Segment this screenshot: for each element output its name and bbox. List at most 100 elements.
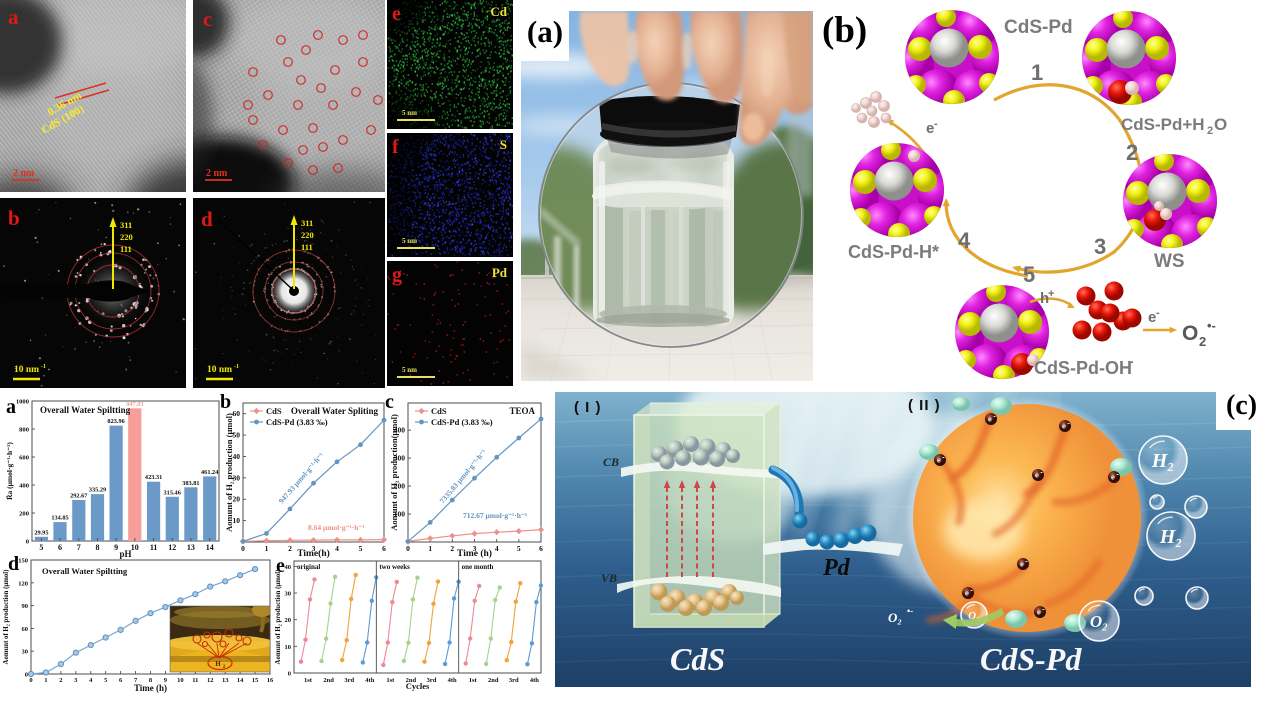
svg-text:e: e bbox=[1020, 562, 1024, 569]
svg-text:335.29: 335.29 bbox=[89, 487, 106, 494]
svg-text:CdS-Pd (3.83 ‰): CdS-Pd (3.83 ‰) bbox=[431, 417, 493, 427]
svg-text:292.67: 292.67 bbox=[70, 493, 87, 500]
svg-text:two weeks: two weeks bbox=[379, 563, 410, 571]
svg-text:e: e bbox=[276, 555, 285, 577]
svg-text:800: 800 bbox=[19, 427, 30, 434]
svg-text:30: 30 bbox=[285, 591, 292, 598]
svg-text:2: 2 bbox=[1199, 334, 1206, 349]
svg-text:3rd: 3rd bbox=[427, 677, 437, 684]
svg-text:( I ): ( I ) bbox=[574, 399, 602, 416]
svg-text:Aomunt of H₂ production(μmol): Aomunt of H₂ production(μmol) bbox=[389, 414, 399, 531]
svg-text:9: 9 bbox=[114, 543, 118, 552]
svg-text:CdS-Pd: CdS-Pd bbox=[980, 641, 1082, 677]
svg-text:311: 311 bbox=[301, 218, 313, 228]
svg-text:40: 40 bbox=[233, 452, 241, 461]
svg-text:CdS-Pd-OH: CdS-Pd-OH bbox=[1034, 358, 1132, 378]
svg-text:120: 120 bbox=[18, 580, 28, 587]
svg-text:e: e bbox=[392, 3, 401, 25]
svg-text:947.93: 947.93 bbox=[126, 401, 143, 408]
svg-text:Time(h): Time(h) bbox=[297, 548, 330, 559]
svg-text:461.24: 461.24 bbox=[201, 469, 219, 476]
svg-text:2: 2 bbox=[288, 544, 292, 553]
svg-text:5: 5 bbox=[39, 543, 43, 552]
svg-text:4th: 4th bbox=[365, 677, 374, 684]
svg-text:-: - bbox=[1129, 353, 1134, 369]
svg-text:5: 5 bbox=[517, 544, 521, 553]
svg-text:CdS-Pd-H*: CdS-Pd-H* bbox=[848, 242, 939, 262]
svg-text:CdS-Pd: CdS-Pd bbox=[1004, 17, 1073, 38]
svg-text:O: O bbox=[1182, 322, 1198, 345]
svg-text:60: 60 bbox=[22, 626, 29, 633]
svg-text:7: 7 bbox=[134, 677, 138, 684]
svg-text:2: 2 bbox=[59, 677, 62, 684]
svg-text:8: 8 bbox=[96, 543, 100, 552]
svg-text:30: 30 bbox=[22, 649, 29, 656]
svg-text:e: e bbox=[1111, 475, 1115, 482]
svg-text:0: 0 bbox=[26, 539, 30, 546]
svg-text:e: e bbox=[988, 417, 992, 424]
svg-text:2nd: 2nd bbox=[406, 677, 417, 684]
svg-text:VB: VB bbox=[601, 571, 617, 585]
svg-text:10: 10 bbox=[131, 543, 139, 552]
svg-text:-: - bbox=[1025, 558, 1028, 565]
svg-text:c: c bbox=[385, 392, 394, 413]
svg-text:-: - bbox=[934, 118, 938, 130]
svg-text:383.81: 383.81 bbox=[182, 480, 199, 487]
svg-text:6: 6 bbox=[119, 677, 123, 684]
svg-text:O₂: O₂ bbox=[888, 610, 902, 625]
svg-text:CB: CB bbox=[603, 455, 619, 469]
svg-text:30: 30 bbox=[233, 473, 241, 482]
svg-text:2: 2 bbox=[1126, 140, 1138, 165]
svg-text:1000: 1000 bbox=[16, 399, 30, 406]
svg-text:14: 14 bbox=[206, 543, 214, 552]
svg-text:CdS-Pd+H: CdS-Pd+H bbox=[1121, 115, 1205, 134]
svg-text:-: - bbox=[1116, 471, 1119, 478]
svg-text:13: 13 bbox=[222, 677, 229, 684]
svg-text:f: f bbox=[392, 136, 399, 158]
svg-text:a: a bbox=[8, 5, 19, 29]
svg-text:200: 200 bbox=[19, 511, 30, 518]
svg-text:5 nm: 5 nm bbox=[402, 109, 417, 117]
svg-text:300: 300 bbox=[394, 454, 406, 463]
svg-text:d: d bbox=[201, 207, 213, 231]
svg-text:60: 60 bbox=[233, 409, 241, 418]
svg-text:111: 111 bbox=[301, 242, 313, 252]
svg-text:3rd: 3rd bbox=[344, 677, 354, 684]
svg-text:111: 111 bbox=[120, 244, 132, 254]
svg-text:3: 3 bbox=[312, 544, 316, 553]
svg-text:29.95: 29.95 bbox=[34, 529, 48, 536]
svg-text:(b): (b) bbox=[822, 10, 867, 51]
svg-text:-: - bbox=[993, 413, 996, 420]
svg-text:2nd: 2nd bbox=[488, 677, 499, 684]
svg-text:one month: one month bbox=[462, 563, 494, 571]
svg-text:Cd: Cd bbox=[490, 4, 507, 19]
svg-text:pH: pH bbox=[119, 549, 131, 559]
svg-text:13: 13 bbox=[187, 543, 195, 552]
svg-text:150: 150 bbox=[18, 558, 28, 565]
svg-text:11: 11 bbox=[150, 543, 158, 552]
svg-text:H₂: H₂ bbox=[1151, 450, 1175, 472]
svg-text:b: b bbox=[8, 206, 20, 230]
svg-text:134.85: 134.85 bbox=[51, 515, 68, 522]
svg-text:10 nm: 10 nm bbox=[14, 365, 39, 375]
svg-text:h: h bbox=[1040, 290, 1049, 307]
svg-text:12: 12 bbox=[207, 677, 214, 684]
svg-text:CdS: CdS bbox=[266, 406, 282, 416]
svg-text:0: 0 bbox=[241, 544, 245, 553]
svg-text:0: 0 bbox=[25, 672, 28, 679]
svg-text:Cycles: Cycles bbox=[406, 681, 430, 691]
svg-text:1: 1 bbox=[428, 544, 432, 553]
svg-text:10: 10 bbox=[285, 644, 292, 651]
svg-text:100: 100 bbox=[394, 510, 406, 519]
svg-text:1st: 1st bbox=[469, 677, 478, 684]
svg-text:O₂: O₂ bbox=[1090, 612, 1108, 631]
svg-text:Time (h): Time (h) bbox=[134, 683, 167, 693]
svg-text:Aomunt of H₂ production (μmol): Aomunt of H₂ production (μmol) bbox=[275, 570, 282, 665]
svg-text:600: 600 bbox=[19, 455, 30, 462]
svg-text:0: 0 bbox=[406, 544, 410, 553]
svg-text:Aomunt of H₂ production (μmol): Aomunt of H₂ production (μmol) bbox=[224, 413, 234, 532]
svg-text:5: 5 bbox=[359, 544, 363, 553]
svg-text:H₂: H₂ bbox=[1159, 526, 1183, 548]
svg-text:20: 20 bbox=[285, 617, 292, 624]
svg-text:CdS: CdS bbox=[431, 406, 447, 416]
